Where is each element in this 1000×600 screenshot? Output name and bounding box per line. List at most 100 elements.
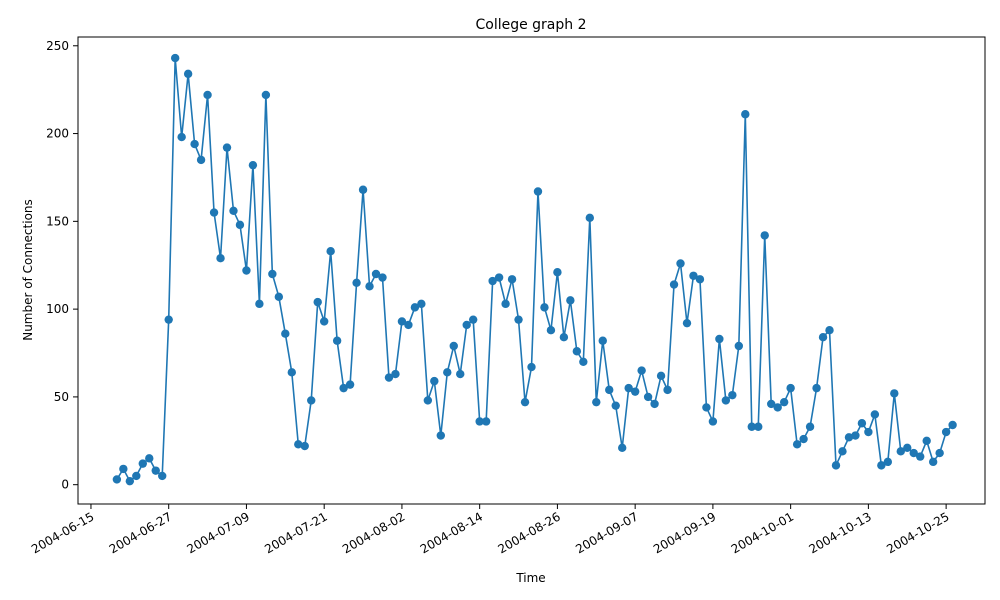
data-point bbox=[449, 341, 458, 351]
data-point bbox=[158, 471, 167, 481]
data-point bbox=[922, 436, 931, 445]
data-point bbox=[410, 303, 420, 312]
data-point bbox=[825, 325, 834, 335]
data-point bbox=[248, 160, 258, 170]
data-point bbox=[255, 299, 264, 309]
y-tick-label: 250 bbox=[46, 39, 69, 53]
data-point bbox=[611, 401, 620, 410]
y-axis-title: Number of Connections bbox=[21, 199, 35, 341]
data-point bbox=[145, 454, 154, 463]
data-point bbox=[935, 448, 944, 458]
data-point bbox=[274, 292, 284, 302]
data-point bbox=[890, 389, 899, 398]
data-point bbox=[728, 390, 737, 400]
data-point bbox=[786, 383, 795, 393]
data-point bbox=[637, 366, 646, 375]
data-point bbox=[851, 431, 860, 440]
data-point bbox=[229, 206, 238, 216]
data-point bbox=[514, 315, 523, 324]
data-point bbox=[488, 276, 497, 286]
data-point bbox=[475, 417, 484, 426]
data-point bbox=[702, 403, 711, 412]
data-point bbox=[300, 441, 309, 451]
data-point bbox=[767, 399, 776, 409]
data-point bbox=[799, 434, 808, 444]
data-point bbox=[630, 387, 640, 396]
data-point bbox=[650, 399, 659, 409]
data-point bbox=[119, 464, 128, 474]
data-point bbox=[760, 231, 769, 240]
data-point bbox=[397, 317, 407, 326]
data-point bbox=[430, 376, 439, 386]
data-point bbox=[112, 475, 122, 484]
data-point bbox=[812, 383, 821, 393]
x-tick-label: 2004-07-09 bbox=[185, 509, 252, 556]
data-point bbox=[656, 371, 666, 381]
data-point bbox=[533, 187, 543, 196]
data-point bbox=[682, 318, 692, 328]
data-point bbox=[605, 385, 614, 395]
y-tick-label: 50 bbox=[54, 390, 69, 404]
y-tick-label: 150 bbox=[46, 214, 69, 228]
data-point bbox=[818, 333, 828, 342]
data-point bbox=[319, 317, 329, 326]
data-point bbox=[339, 383, 348, 393]
data-point bbox=[715, 334, 724, 344]
data-point bbox=[481, 417, 491, 426]
data-point bbox=[844, 433, 854, 442]
data-point bbox=[676, 259, 685, 268]
x-tick-label: 2004-08-26 bbox=[496, 509, 563, 556]
data-point bbox=[507, 275, 517, 284]
data-point bbox=[948, 420, 957, 430]
x-tick-label: 2004-09-07 bbox=[573, 509, 640, 556]
data-point bbox=[378, 273, 387, 282]
data-point bbox=[164, 315, 173, 324]
data-point bbox=[520, 397, 530, 407]
data-point bbox=[695, 275, 705, 284]
y-axis: 0 50 100 150 200 250 bbox=[46, 39, 78, 492]
data-point bbox=[468, 315, 478, 324]
data-point bbox=[779, 397, 789, 407]
data-point bbox=[708, 417, 718, 426]
x-axis-title: Time bbox=[515, 571, 545, 585]
x-tick-label: 2004-09-19 bbox=[651, 509, 718, 556]
data-point bbox=[864, 427, 873, 437]
y-tick-label: 100 bbox=[46, 302, 69, 316]
data-point bbox=[916, 452, 925, 461]
data-point bbox=[559, 333, 569, 342]
data-point bbox=[877, 461, 886, 470]
data-point bbox=[553, 268, 562, 277]
data-point bbox=[572, 347, 582, 356]
data-point bbox=[196, 155, 206, 165]
data-point bbox=[870, 410, 880, 419]
data-point bbox=[501, 299, 510, 309]
data-point bbox=[436, 431, 445, 440]
data-point bbox=[643, 392, 653, 402]
data-point bbox=[592, 397, 601, 407]
data-point bbox=[624, 383, 633, 393]
data-point bbox=[177, 132, 186, 142]
y-tick-label: 0 bbox=[61, 478, 69, 492]
x-tick-label: 2004-08-02 bbox=[340, 509, 407, 556]
data-point bbox=[741, 110, 750, 119]
data-point bbox=[242, 266, 251, 275]
data-point bbox=[281, 329, 290, 338]
plot-frame bbox=[77, 36, 986, 505]
data-point bbox=[261, 90, 271, 100]
x-tick-label: 2004-10-01 bbox=[729, 509, 796, 556]
data-point bbox=[689, 271, 698, 280]
data-point bbox=[883, 457, 893, 467]
data-point bbox=[209, 208, 219, 217]
data-point bbox=[183, 69, 193, 79]
data-point bbox=[598, 336, 607, 345]
data-point bbox=[896, 447, 905, 456]
data-point bbox=[831, 461, 841, 470]
data-point bbox=[928, 457, 938, 467]
data-point bbox=[792, 440, 802, 449]
data-point bbox=[546, 325, 556, 335]
data-point bbox=[358, 185, 368, 194]
data-point bbox=[773, 403, 782, 412]
data-point bbox=[838, 447, 847, 456]
x-tick-label: 2004-10-13 bbox=[806, 509, 873, 556]
